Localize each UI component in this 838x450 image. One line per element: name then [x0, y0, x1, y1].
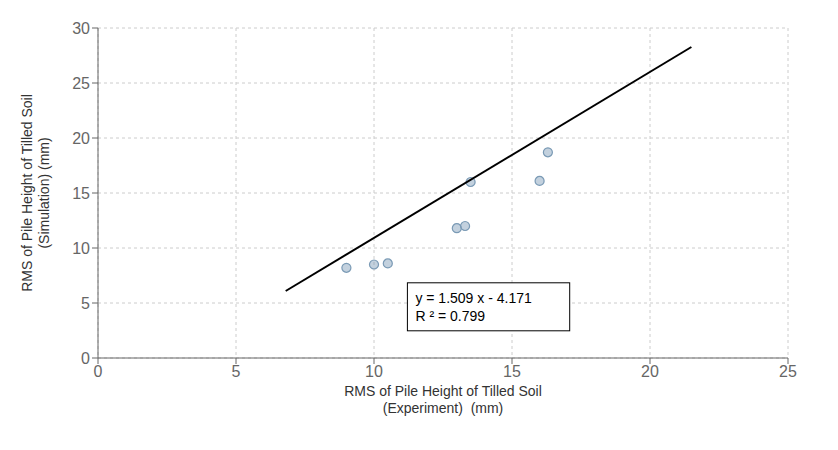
- svg-text:20: 20: [72, 130, 90, 147]
- svg-text:5: 5: [232, 363, 241, 380]
- svg-text:20: 20: [641, 363, 659, 380]
- svg-text:0: 0: [81, 350, 90, 367]
- svg-text:y = 1.509 x - 4.171R ² = 0.799: y = 1.509 x - 4.171R ² = 0.799: [415, 290, 532, 324]
- svg-text:15: 15: [72, 185, 90, 202]
- svg-text:25: 25: [72, 75, 90, 92]
- svg-text:15: 15: [503, 363, 521, 380]
- svg-text:0: 0: [94, 363, 103, 380]
- svg-text:10: 10: [365, 363, 383, 380]
- svg-text:25: 25: [779, 363, 797, 380]
- svg-text:5: 5: [81, 295, 90, 312]
- svg-text:RMS of Pile Height of Tilled S: RMS of Pile Height of Tilled Soil(Experi…: [344, 383, 542, 416]
- svg-text:RMS of Pile Height of Tilled S: RMS of Pile Height of Tilled Soil(Simula…: [19, 94, 52, 292]
- svg-text:10: 10: [72, 240, 90, 257]
- svg-text:30: 30: [72, 20, 90, 37]
